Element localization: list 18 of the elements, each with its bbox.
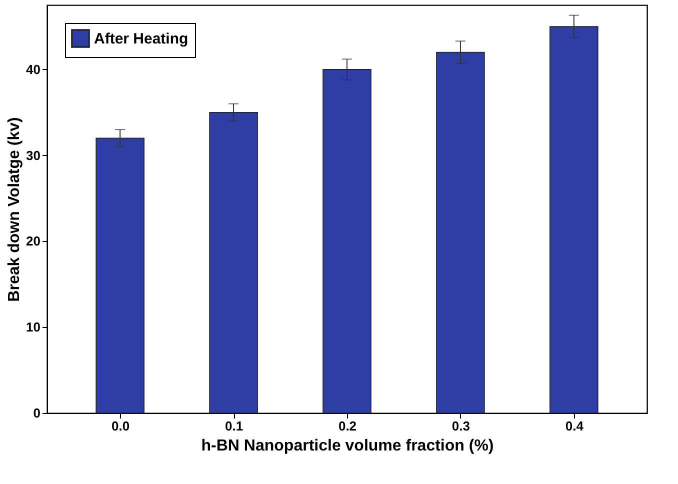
y-tick-label: 0 — [33, 406, 40, 420]
y-tick-label: 40 — [26, 62, 40, 77]
bar — [436, 52, 485, 414]
y-tick-label: 20 — [26, 234, 40, 249]
x-tick-label: 0.4 — [565, 418, 584, 434]
bar — [96, 138, 144, 414]
bar — [322, 69, 372, 414]
y-tick-label: 30 — [26, 148, 40, 163]
bar — [550, 26, 598, 414]
x-tick-label: 0.0 — [112, 418, 130, 434]
x-tick-label: 0.3 — [452, 418, 470, 434]
y-tick-label: 10 — [26, 320, 40, 335]
legend-label: After Heating — [94, 30, 188, 48]
y-axis-title: Break down Volatge (kv) — [6, 117, 24, 302]
x-tick-label: 0.2 — [338, 418, 357, 434]
x-axis-title: h-BN Nanoparticle volume fraction (%) — [201, 438, 494, 454]
x-tick-label: 0.1 — [225, 418, 244, 434]
bar — [209, 112, 258, 414]
